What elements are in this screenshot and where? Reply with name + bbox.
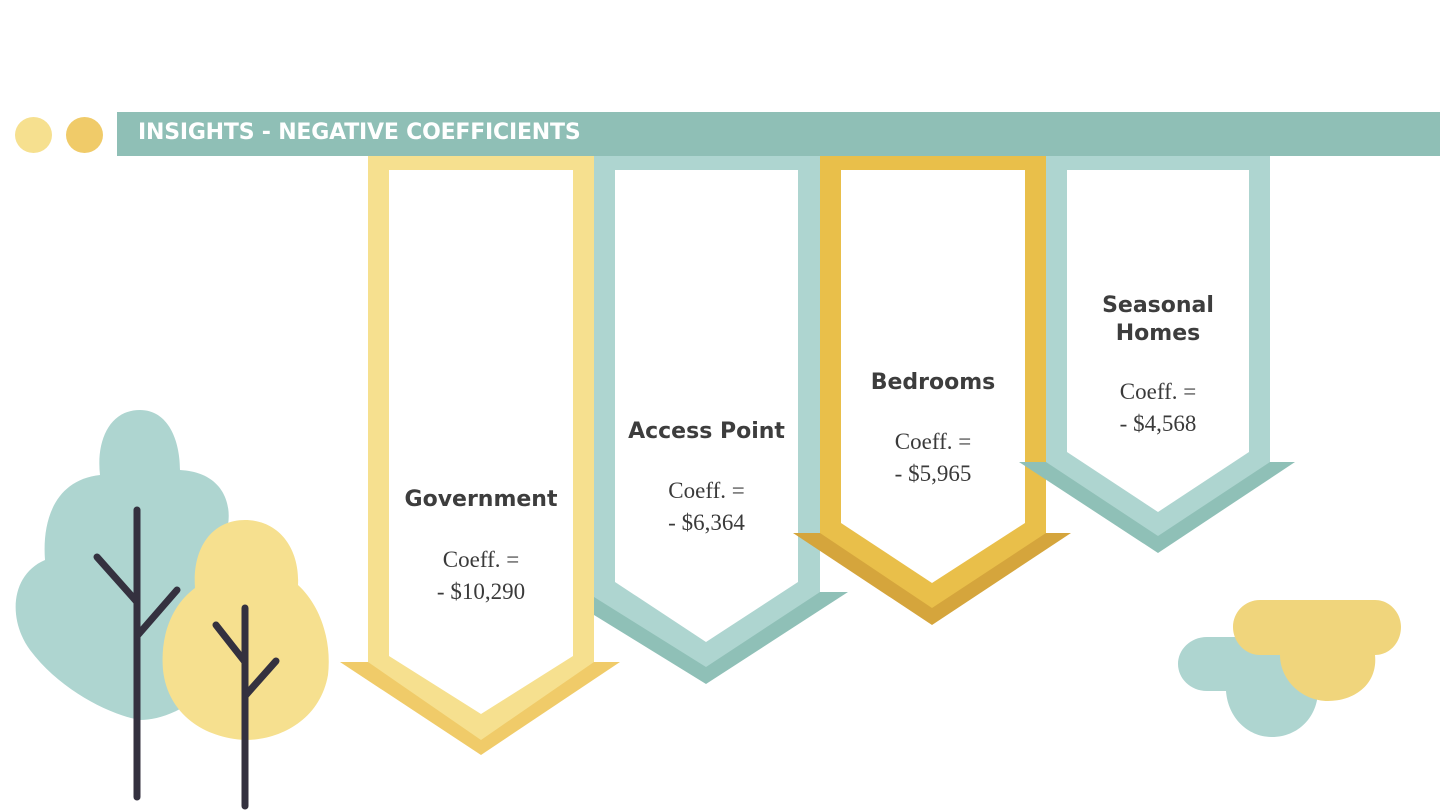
slide-title: INSIGHTS - NEGATIVE COEFFICIENTS: [138, 120, 581, 145]
card-label-access-point: Access Point: [628, 419, 785, 444]
decor-dot-light: [15, 117, 52, 153]
coeff-label-government: Coeff. =: [442, 547, 520, 572]
coeff-label-access-point: Coeff. =: [668, 478, 745, 503]
card-label-seasonal-homes: Seasonal Homes: [1102, 293, 1214, 346]
coeff-value-access-point: - $6,364: [668, 510, 745, 535]
title-bar: INSIGHTS - NEGATIVE COEFFICIENTS: [117, 112, 1440, 156]
tree-trunks: [93, 506, 280, 810]
coeff-label-bedrooms: Coeff. =: [894, 429, 972, 454]
chevron-access-point: [594, 156, 848, 684]
coeff-value-government: - $10,290: [436, 579, 526, 604]
coeff-label-seasonal-homes: Coeff. =: [1119, 379, 1197, 404]
decor-dot-gold: [66, 117, 103, 153]
chevron-government: [340, 156, 620, 755]
bushes: [1178, 600, 1401, 737]
coeff-value-bedrooms: - $5,965: [894, 461, 972, 486]
chevron-bedrooms: [793, 156, 1071, 625]
chevron-seasonal-homes: [1019, 156, 1295, 553]
card-label-government: Government: [404, 487, 558, 512]
coeff-value-seasonal-homes: - $4,568: [1119, 411, 1197, 436]
card-label-bedrooms: Bedrooms: [870, 370, 996, 395]
